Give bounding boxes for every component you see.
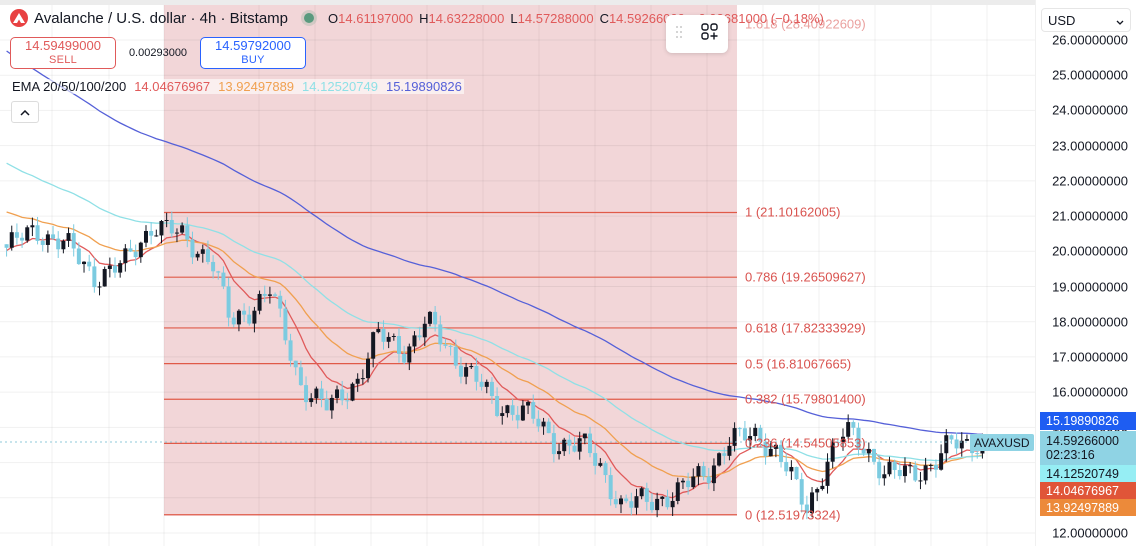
price-tick-label: 22.00000000 bbox=[1052, 173, 1128, 189]
open-value: 14.61197000 bbox=[338, 10, 414, 26]
price-tick-label: 25.00000000 bbox=[1052, 67, 1128, 83]
symbol-title[interactable]: Avalanche / U.S. dollar · 4h · Bitstamp bbox=[34, 9, 289, 27]
fib-level-label: 0.236 (14.54505853) bbox=[745, 435, 866, 451]
ema-lines bbox=[6, 50, 983, 499]
ema-legend[interactable]: EMA 20/50/100/200 14.04676967 13.9249788… bbox=[10, 79, 464, 94]
chart-pane[interactable]: 1.618 (28.40922609) 1 (21.10162005) 0.786 … bbox=[0, 0, 1035, 546]
low-label: L bbox=[510, 10, 518, 26]
close-label: C bbox=[599, 10, 609, 26]
sell-price: 14.59499000 bbox=[25, 38, 101, 54]
ema-name: EMA 20/50/100/200 bbox=[12, 79, 127, 94]
ema50-value: 13.92497889 bbox=[218, 79, 295, 94]
currency-select[interactable]: USD bbox=[1041, 8, 1131, 32]
price-tick-label: 24.00000000 bbox=[1052, 102, 1128, 118]
last-price-tag: 14.59266000 02:23:16 bbox=[1040, 431, 1136, 465]
price-tick-label: 18.00000000 bbox=[1052, 314, 1128, 330]
price-tick-label: 16.00000000 bbox=[1052, 384, 1128, 400]
price-tick-label: 23.00000000 bbox=[1052, 138, 1128, 154]
drag-handle-icon[interactable] bbox=[675, 25, 683, 44]
price-tick-label: 26.00000000 bbox=[1052, 32, 1128, 48]
price-tick-label: 20.00000000 bbox=[1052, 243, 1128, 259]
ema100-value: 14.12520749 bbox=[302, 79, 378, 94]
market-status-icon bbox=[304, 13, 315, 23]
top-border bbox=[0, 0, 1137, 5]
ema50-price-tag: 13.92497889 bbox=[1040, 499, 1136, 516]
chevron-up-icon bbox=[20, 105, 30, 119]
candles bbox=[4, 211, 985, 520]
price-tick-label: 17.00000000 bbox=[1052, 349, 1128, 365]
chart-legend: Avalanche / U.S. dollar · 4h · Bitstamp … bbox=[10, 9, 824, 27]
chevron-down-icon bbox=[1116, 13, 1124, 28]
fib-level-label: 0.382 (15.79801400) bbox=[745, 391, 866, 407]
symbol-tag: AVAXUSD bbox=[970, 434, 1034, 451]
bar-countdown: 02:23:16 bbox=[1046, 448, 1095, 462]
avalanche-logo-icon bbox=[10, 9, 28, 27]
add-widget-icon[interactable] bbox=[701, 22, 719, 46]
collapse-legend-button[interactable] bbox=[11, 101, 39, 123]
spread-value: 0.00293000 bbox=[128, 47, 188, 59]
price-tick-label: 19.00000000 bbox=[1052, 279, 1128, 294]
price-tick-label: 12.00000000 bbox=[1052, 525, 1128, 541]
trade-panel: 14.59499000 SELL 0.00293000 14.59792000 … bbox=[10, 37, 306, 69]
fib-level-label: 0.786 (19.26509627) bbox=[745, 269, 866, 285]
last-price-value: 14.59266000 bbox=[1046, 433, 1119, 448]
buy-button[interactable]: 14.59792000 BUY bbox=[200, 37, 306, 69]
ema20-value: 14.04676967 bbox=[134, 79, 211, 94]
price-tick-label: 21.00000000 bbox=[1052, 208, 1128, 224]
ema100-price-tag: 14.12520749 bbox=[1040, 465, 1136, 482]
high-label: H bbox=[419, 10, 429, 26]
ema20-price-tag: 14.04676967 bbox=[1040, 482, 1136, 499]
sell-label: SELL bbox=[48, 54, 78, 67]
currency-value: USD bbox=[1048, 12, 1076, 28]
grid-lines bbox=[0, 5, 1035, 546]
buy-price: 14.59792000 bbox=[215, 38, 291, 54]
open-label: O bbox=[328, 10, 339, 26]
ohlc-values: O14.61197000 H14.63228000 L14.57288000 C… bbox=[328, 11, 824, 26]
ema200-price-tag: 15.19890826 bbox=[1040, 412, 1136, 430]
close-value: 14.59266000 bbox=[608, 10, 685, 26]
fib-level-label: 1 (21.10162005) bbox=[745, 204, 841, 220]
fib-level-label: 0 (12.51973324) bbox=[745, 507, 841, 523]
buy-label: BUY bbox=[241, 54, 265, 67]
high-value: 14.63228000 bbox=[428, 10, 505, 26]
fib-level-label: 0.618 (17.82333929) bbox=[745, 320, 866, 336]
fib-level-label: 0.5 (16.81067665) bbox=[745, 356, 852, 372]
ema200-value: 15.19890826 bbox=[385, 79, 462, 94]
widget-toolbar bbox=[666, 15, 728, 53]
fib-level-label: 1.618 (28.40922609) bbox=[745, 16, 866, 32]
low-value: 14.57288000 bbox=[517, 10, 594, 26]
sell-button[interactable]: 14.59499000 SELL bbox=[10, 37, 116, 69]
